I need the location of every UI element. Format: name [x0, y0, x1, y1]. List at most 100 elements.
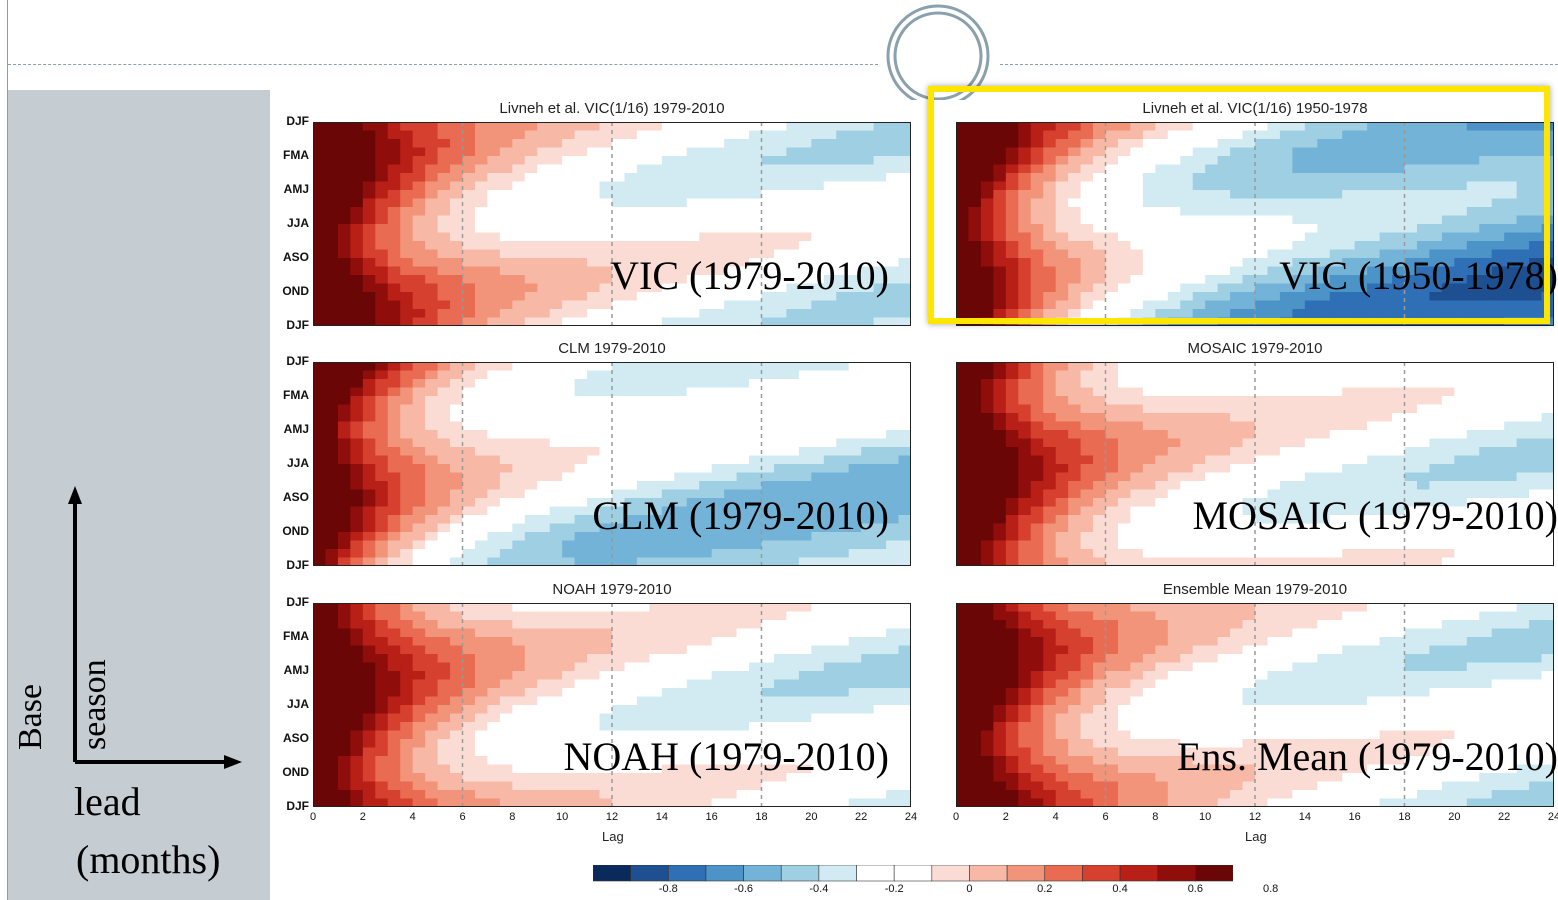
heatmap-cell — [1329, 430, 1343, 440]
heatmap-cell — [861, 215, 875, 225]
heatmap-cell — [1317, 139, 1331, 149]
heatmap-cell — [587, 472, 601, 482]
heatmap-cell — [1217, 489, 1231, 499]
heatmap-cell — [1093, 515, 1107, 525]
heatmap-cell — [1392, 147, 1406, 157]
heatmap-cell — [1367, 190, 1381, 200]
heatmap-cell — [1230, 232, 1244, 242]
heatmap-cell — [1416, 275, 1431, 285]
heatmap-cell — [993, 387, 1007, 397]
heatmap-cell — [1030, 532, 1044, 542]
heatmap-cell — [761, 309, 775, 319]
heatmap-plot — [313, 362, 911, 566]
heatmap-cell — [649, 455, 663, 465]
heatmap-cell — [562, 396, 576, 406]
heatmap-cell — [599, 156, 613, 166]
heatmap-cell — [848, 249, 862, 259]
heatmap-cell — [1367, 156, 1381, 166]
heatmap-cell — [362, 370, 376, 380]
heatmap-cell — [636, 515, 650, 525]
heatmap-cell — [968, 523, 982, 533]
heatmap-cell — [574, 549, 588, 559]
heatmap-cell — [1267, 438, 1281, 448]
heatmap-cell — [1404, 404, 1418, 414]
heatmap-cell — [1205, 404, 1219, 414]
heatmap-cell — [1516, 292, 1530, 302]
heatmap-cell — [537, 300, 551, 310]
heatmap-cell — [1018, 156, 1032, 166]
heatmap-cell — [1205, 413, 1219, 423]
heatmap-cell — [599, 628, 613, 638]
heatmap-cell — [1304, 489, 1318, 499]
heatmap-cell — [749, 430, 763, 440]
heatmap-cell — [537, 603, 551, 613]
heatmap-cell — [1491, 241, 1505, 251]
heatmap-cell — [898, 455, 911, 465]
heatmap-cell — [450, 387, 464, 397]
heatmap-cell — [537, 611, 551, 621]
heatmap-cell — [1454, 241, 1468, 251]
heatmap-cell — [362, 498, 376, 508]
heatmap-cell — [587, 489, 601, 499]
heatmap-cell — [1255, 241, 1269, 251]
heatmap-cell — [612, 404, 626, 414]
heatmap-cell — [724, 258, 738, 268]
heatmap-cell — [1454, 147, 1468, 157]
heatmap-cell — [499, 404, 513, 414]
heatmap-cell — [836, 628, 850, 638]
heatmap-cell — [337, 481, 351, 491]
heatmap-cell — [1080, 190, 1094, 200]
heatmap-cell — [761, 300, 775, 310]
heatmap-cell — [811, 232, 825, 242]
heatmap-cell — [337, 498, 351, 508]
heatmap-cell — [1329, 532, 1343, 542]
heatmap-cell — [1479, 207, 1493, 217]
heatmap-cell — [1354, 224, 1368, 234]
heatmap-cell — [1055, 404, 1069, 414]
heatmap-cell — [1242, 283, 1256, 293]
heatmap-cell — [1093, 147, 1107, 157]
heatmap-cell — [375, 421, 389, 431]
heatmap-cell — [400, 654, 414, 664]
heatmap-cell — [1255, 447, 1269, 457]
heatmap-cell — [873, 232, 887, 242]
heatmap-cell — [1080, 241, 1094, 251]
heatmap-cell — [861, 489, 875, 499]
heatmap-cell — [1329, 232, 1343, 242]
heatmap-cell — [549, 472, 563, 482]
heatmap-cell — [724, 266, 738, 276]
heatmap-cell — [1329, 249, 1343, 259]
heatmap-cell — [993, 396, 1007, 406]
heatmap-cell — [1117, 396, 1132, 406]
heatmap-cell — [980, 447, 994, 457]
heatmap-cell — [1304, 156, 1318, 166]
heatmap-cell — [686, 472, 700, 482]
heatmap-cell — [1504, 181, 1518, 191]
heatmap-cell — [1105, 232, 1119, 242]
heatmap-cell — [1267, 498, 1281, 508]
heatmap-cell — [1429, 413, 1443, 423]
heatmap-cell — [980, 147, 994, 157]
heatmap-cell — [649, 430, 663, 440]
heatmap-cell — [1479, 438, 1493, 448]
heatmap-cell — [337, 455, 351, 465]
heatmap-cell — [362, 224, 376, 234]
heatmap-cell — [1304, 540, 1318, 550]
heatmap-cell — [1441, 515, 1455, 525]
heatmap-cell — [1142, 506, 1156, 516]
heatmap-cell — [711, 413, 725, 423]
heatmap-cell — [524, 654, 538, 664]
heatmap-cell — [1242, 413, 1256, 423]
heatmap-cell — [761, 147, 775, 157]
heatmap-cell — [861, 258, 875, 268]
heatmap-cell — [412, 549, 426, 559]
heatmap-cell — [1491, 455, 1505, 465]
heatmap-cell — [1367, 413, 1381, 423]
heatmap-cell — [1329, 156, 1343, 166]
heatmap-cell — [549, 506, 563, 516]
heatmap-cell — [1504, 139, 1518, 149]
heatmap-cell — [761, 421, 775, 431]
heatmap-cell — [562, 645, 576, 655]
heatmap-cell — [587, 532, 601, 542]
heatmap-cell — [425, 362, 439, 372]
